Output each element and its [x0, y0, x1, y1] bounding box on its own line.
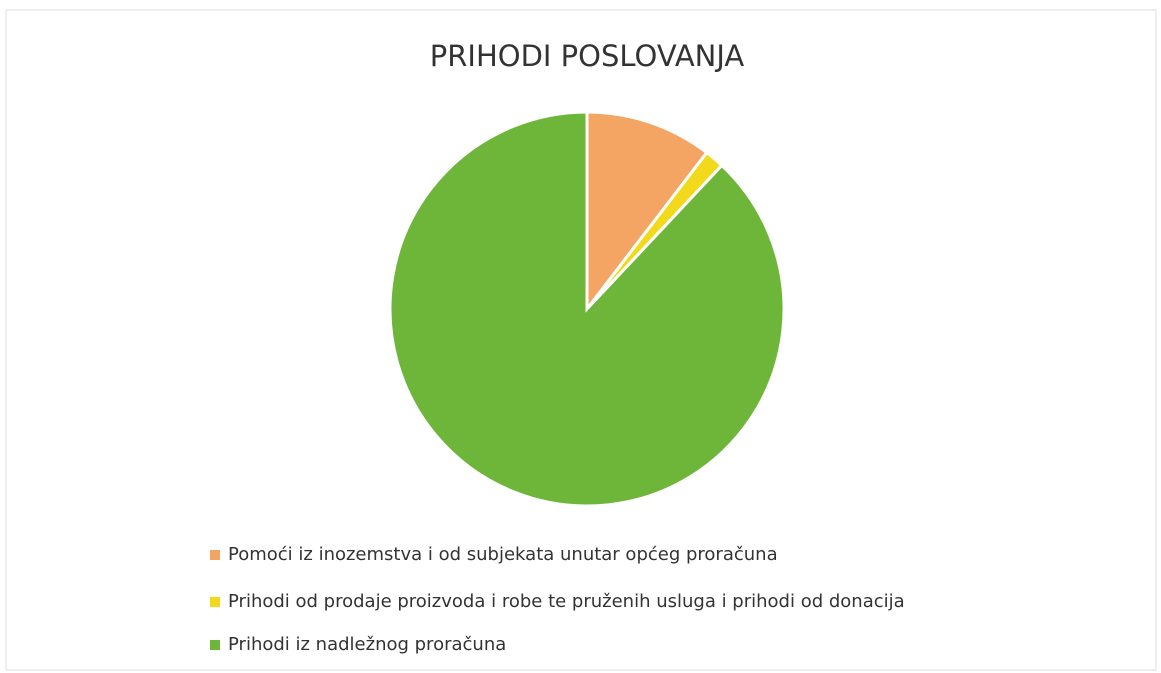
legend-label: Prihodi iz nadležnog proračuna	[228, 634, 506, 655]
pie-slice	[585, 110, 709, 314]
legend-label: Prihodi od prodaje proizvoda i robe te p…	[228, 591, 905, 612]
chart-title: PRIHODI POSLOVANJA	[430, 39, 745, 73]
pie-slice	[388, 110, 786, 508]
legend-label: Pomoći iz inozemstva i od subjekata unut…	[228, 544, 778, 565]
legend-swatch	[210, 640, 220, 650]
legend-swatch	[210, 597, 220, 607]
legend-swatch	[210, 550, 220, 560]
